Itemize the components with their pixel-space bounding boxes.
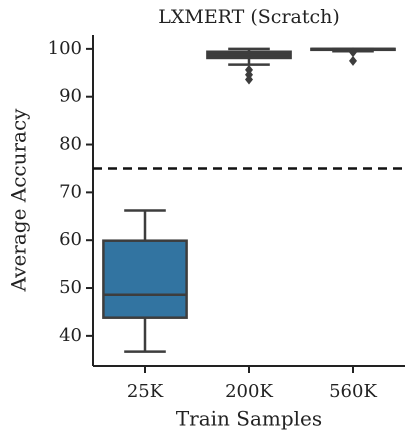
y-tick-label: 60	[59, 229, 82, 250]
y-tick-label: 80	[59, 134, 82, 155]
outlier	[349, 55, 357, 66]
y-tick-label: 90	[59, 86, 82, 107]
y-tick-label: 50	[59, 277, 82, 298]
y-tick-label: 100	[48, 38, 82, 59]
x-axis-label: Train Samples	[176, 407, 322, 431]
chart-title: LXMERT (Scratch)	[158, 6, 340, 28]
outlier	[245, 74, 253, 85]
outlier	[349, 47, 357, 58]
y-tick-label: 40	[59, 325, 82, 346]
x-tick-label: 200K	[225, 381, 273, 402]
x-tick-label: 560K	[329, 381, 377, 402]
y-tick-label: 70	[59, 181, 82, 202]
x-tick-label: 25K	[127, 381, 164, 402]
box	[102, 239, 188, 319]
y-axis-label: Average Accuracy	[7, 108, 31, 293]
